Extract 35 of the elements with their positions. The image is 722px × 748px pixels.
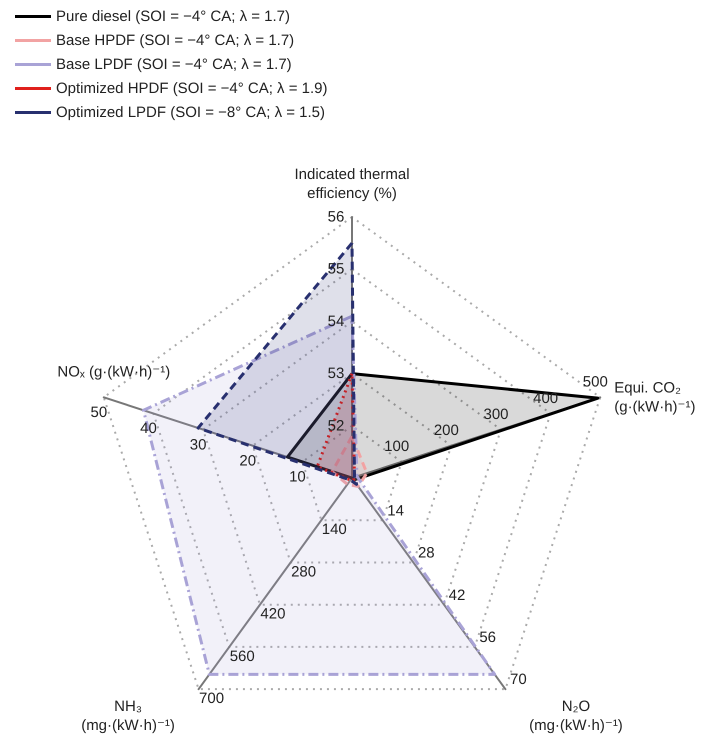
text: 56	[328, 208, 344, 226]
text: 200	[434, 422, 459, 440]
text: 55	[328, 260, 344, 278]
text: 280	[291, 563, 316, 580]
spoke-label: Equi. CO₂ (g·(kW·h)⁻¹)	[614, 379, 696, 416]
legend-label: Optimized LPDF (SOI = −8° CA; λ = 1.5)	[56, 104, 326, 121]
legend-label: Base LPDF (SOI = −4° CA; λ = 1.7)	[56, 56, 292, 73]
text: 700	[199, 690, 224, 708]
text: 20	[239, 452, 256, 470]
text: 42	[448, 586, 466, 604]
text: 140	[322, 521, 347, 538]
text: 56	[479, 629, 496, 646]
text: 30	[190, 436, 206, 454]
text: 10	[289, 468, 306, 486]
text: 54	[328, 312, 344, 330]
spoke-label: Indicated thermal efficiency (%)	[294, 166, 410, 202]
text: 560	[230, 648, 255, 665]
legend-label: Optimized HPDF (SOI = −4° CA; λ = 1.9)	[56, 80, 328, 97]
spoke-label: N₂O (mg·(kW·h)⁻¹)	[529, 698, 623, 734]
text: 300	[483, 406, 509, 423]
text: 70	[510, 671, 527, 688]
legend-label: Pure diesel (SOI = −4° CA; λ = 1.7)	[56, 8, 290, 25]
text: 400	[533, 390, 558, 407]
text: 28	[418, 544, 435, 562]
spoke-label: NH₃ (mg·(kW·h)⁻¹)	[81, 698, 175, 734]
text: 500	[582, 374, 608, 391]
spoke-label: NOₓ (g·(kW·h)⁻¹)	[57, 363, 170, 380]
text: 40	[140, 420, 157, 438]
text: 14	[387, 502, 404, 520]
text: 53	[328, 365, 344, 382]
text: 100	[384, 438, 410, 456]
text: 52	[328, 417, 344, 434]
text: 50	[90, 404, 108, 422]
text: 420	[260, 606, 286, 623]
legend-label: Base HPDF (SOI = −4° CA; λ = 1.7)	[56, 32, 294, 49]
